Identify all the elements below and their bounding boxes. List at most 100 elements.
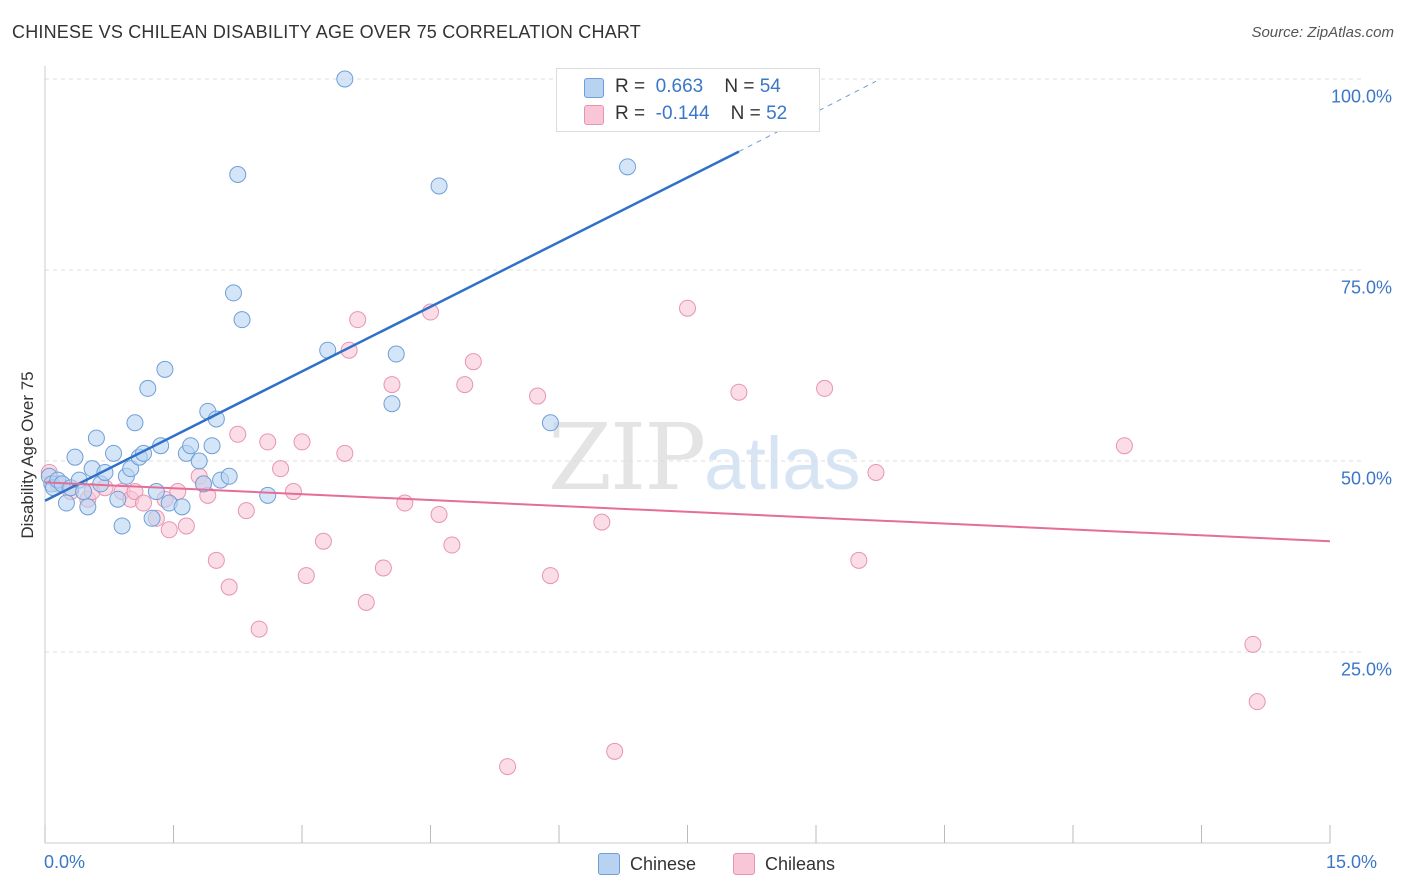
chinese-point [194,475,212,493]
legend-row-chinese: R = 0.663 N = 54 [615,74,781,100]
chilean-point [177,517,195,535]
chilean-point [220,578,238,596]
chilean-point [383,376,401,394]
chilean-point [207,551,225,569]
chinese-point [75,483,93,501]
chilean-point [396,494,414,512]
legend-r-label: R = [615,76,646,97]
chilean-point [816,379,834,397]
x-tick-label: 15.0% [1326,852,1378,872]
chilean-point [679,299,696,317]
legend-swatch-chilean [584,105,604,125]
y-tick-label: 25.0% [1340,659,1392,680]
chinese-point [66,448,84,466]
chilean-point [272,460,290,478]
chilean-point [135,494,153,512]
legend-r-value: 0.663 [655,76,704,97]
chilean-point [357,593,375,611]
chilean-point [259,433,277,451]
bottom-legend-chilean: Chileans [733,852,835,876]
chinese-point [383,395,401,413]
chinese-point [122,460,140,478]
watermark: ZIPatlas [548,404,860,511]
legend-n-value: 52 [766,103,788,124]
chilean-point [1248,693,1266,711]
chilean-point [349,311,367,329]
chart-title: CHINESE VS CHILEAN DISABILITY AGE OVER 7… [12,22,641,42]
chilean-point [430,505,448,523]
chinese-point [220,467,238,485]
chinese-point [224,284,242,302]
chilean-point [237,502,255,520]
chilean-point [250,620,268,638]
chinese-point [109,490,127,508]
chinese-point [619,158,637,176]
chinese-point [143,509,161,527]
legend-r-label: R = [615,103,646,124]
legend-swatch-chinese [584,78,604,98]
chinese-point [190,452,208,470]
chinese-point [57,494,75,512]
y-tick-label: 100.0% [1330,86,1392,107]
chinese-point [105,444,123,462]
bottom-legend-label-chilean: Chileans [765,853,836,874]
chinese-point [87,429,105,447]
source-label: Source: ZipAtlas.com [1251,24,1394,41]
chinese-point [336,70,354,88]
chinese-point [156,360,174,378]
chilean-point [297,567,315,585]
chinese-point [387,345,405,363]
chilean-point [1115,437,1133,455]
chilean-point [160,521,178,539]
chilean-point [229,425,247,443]
chilean-trend-line [44,481,1331,543]
chilean-point [730,383,748,401]
y-tick-label: 50.0% [1340,468,1392,489]
chilean-point [1244,635,1262,653]
y-tick-label: 75.0% [1340,277,1392,298]
legend-n-label: N = [730,103,761,124]
chilean-point [850,551,868,569]
chinese-point [233,311,251,329]
legend-n-label: N = [724,76,755,97]
chinese-point [147,483,165,501]
chilean-point [606,742,624,760]
legend-row-chilean: R = -0.144 N = 52 [615,101,787,127]
chilean-point [443,536,461,554]
legend: R = 0.663 N = 54 R = -0.144 N = 52 [556,68,820,132]
chinese-trend-line [44,150,740,502]
chinese-point [113,517,131,535]
chinese-point [229,166,247,183]
chilean-point [499,758,517,776]
chilean-point [593,513,611,531]
chilean-point [529,387,547,405]
chilean-point [374,559,392,577]
chinese-point [430,177,448,195]
chinese-point [79,498,97,516]
watermark-atlas: atlas [704,422,861,505]
bottom-legend-swatch-chilean [733,853,755,875]
x-tick-label: 0.0% [44,852,86,872]
watermark-zip: ZIP [548,404,706,511]
bottom-legend-chinese: Chinese [598,852,696,876]
chilean-point [314,532,332,550]
chilean-point [867,463,885,481]
legend-n-value: 54 [759,76,781,97]
legend-r-value: -0.144 [655,103,710,124]
chinese-point [173,498,191,516]
chinese-point [139,379,157,397]
chinese-point [541,414,559,432]
chilean-point [336,444,354,462]
bottom-legend-label-chinese: Chinese [630,853,697,874]
chinese-point [259,486,277,504]
chilean-point [284,483,302,501]
chinese-point [203,437,221,455]
bottom-legend-swatch-chinese [598,853,620,875]
chinese-point [126,414,144,432]
y-axis-label: Disability Age Over 75 [18,371,37,539]
chinese-point [182,437,200,455]
chilean-point [464,353,482,371]
chilean-point [541,567,559,585]
chilean-point [293,433,311,451]
